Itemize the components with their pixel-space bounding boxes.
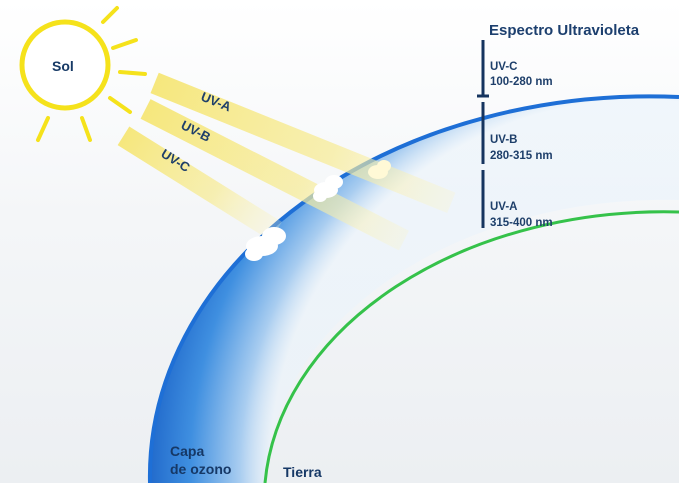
cloud-icon: [313, 175, 343, 202]
cloud-icon: [245, 227, 286, 261]
uv-b-ray: [140, 99, 409, 251]
band-uv-a-range: 315-400 nm: [490, 217, 553, 229]
band-uv-a-name: UV-A: [490, 201, 518, 213]
sun-icon: [19, 6, 147, 142]
spectrum-title: Espectro Ultravioleta: [489, 22, 640, 39]
ozone-label-line2: de ozono: [170, 461, 232, 477]
uv-c-ray: [117, 126, 282, 241]
band-uv-b-name: UV-B: [490, 134, 518, 146]
sun-label: Sol: [52, 58, 74, 74]
ozone-layer-band: [149, 96, 679, 483]
ozone-outer-edge: [147, 94, 679, 483]
cloud-icon: [368, 160, 391, 179]
earth-line: [263, 210, 679, 483]
ozone-label-line1: Capa: [170, 443, 205, 459]
band-uv-c-range: 100-280 nm: [490, 76, 553, 88]
spectrum-scale: [477, 40, 489, 228]
ozone-layer-label: Capa de ozono: [170, 442, 231, 478]
earth-label: Tierra: [283, 464, 322, 480]
band-uv-c-name: UV-C: [490, 61, 518, 73]
band-uv-b-range: 280-315 nm: [490, 150, 553, 162]
